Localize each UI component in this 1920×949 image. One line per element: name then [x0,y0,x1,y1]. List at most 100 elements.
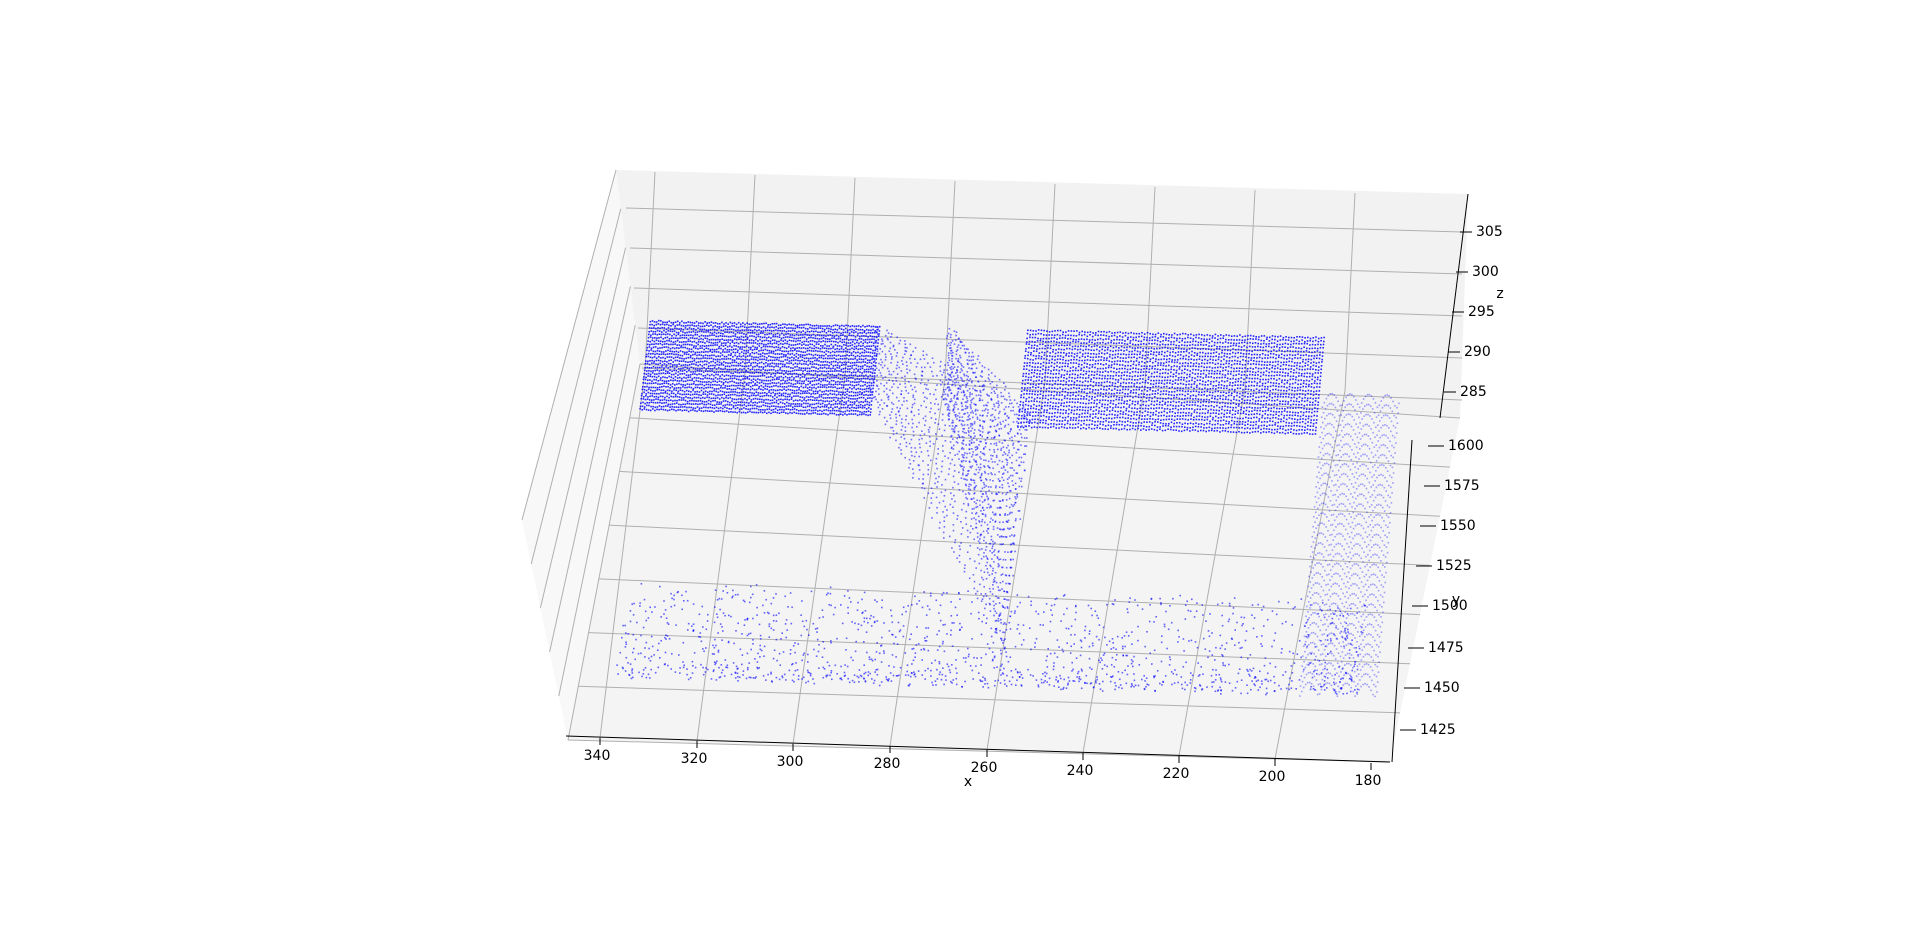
data-point [1263,400,1265,402]
data-point [785,392,787,395]
data-point [1051,416,1053,418]
data-point [1304,422,1307,425]
data-point [1145,429,1147,431]
data-point [1314,429,1317,432]
data-point [687,393,690,395]
data-point [1245,413,1247,415]
data-point [697,324,700,327]
data-point [1031,418,1034,421]
data-point [1228,416,1231,418]
data-point [780,398,782,401]
data-point [703,403,705,406]
data-point [1295,376,1297,378]
data-point [1239,392,1241,395]
data-point [769,395,772,397]
data-point [823,334,825,337]
data-point [729,326,731,328]
data-point [1286,382,1288,384]
data-point [1231,416,1233,419]
data-point [855,367,857,370]
data-point [758,366,760,368]
data-point [1081,384,1084,387]
data-point [874,331,876,334]
data-point [1139,404,1142,407]
data-point [691,393,694,396]
data-point [1261,382,1264,385]
data-point [652,382,655,384]
data-point [646,404,648,407]
data-point [766,385,769,388]
data-point [868,384,870,387]
data-point [1150,379,1152,382]
data-point [847,324,849,327]
data-point [669,347,672,350]
data-point [1063,377,1065,379]
data-point [699,347,701,350]
data-point [1187,390,1189,392]
data-point [876,328,879,331]
data-point [859,371,861,373]
data-point [795,375,797,378]
data-point [1185,412,1187,414]
data-point [703,381,706,383]
data-point [1060,374,1063,376]
data-point [1157,385,1160,388]
data-point [838,331,840,334]
data-point [832,386,834,389]
data-point [1303,405,1306,407]
data-point [1098,377,1101,380]
data-point [1301,421,1304,423]
data-point [1040,415,1042,417]
data-point [1103,385,1105,388]
data-point [862,365,864,367]
data-point [678,399,680,401]
data-point [734,375,736,377]
data-point [1060,376,1063,378]
data-point [821,354,823,357]
data-point [764,348,767,351]
data-point [1062,384,1065,386]
data-point [696,331,699,333]
data-point [1114,378,1117,381]
data-point [1111,389,1113,391]
data-point [1060,426,1063,428]
data-point [705,387,707,389]
data-point [1143,421,1145,423]
data-point [1062,388,1064,390]
data-point [865,351,868,353]
data-point [1118,396,1121,399]
data-point [690,371,692,373]
data-point [740,323,742,326]
data-point [745,350,748,352]
data-point [762,332,764,334]
data-point [847,342,850,344]
data-point [876,345,879,348]
data-point [739,325,742,328]
data-point [1043,386,1045,389]
data-point [670,356,673,358]
data-point [737,346,740,348]
data-point [1042,419,1045,421]
data-point [735,364,737,367]
data-point [681,320,683,323]
data-point [1167,372,1169,375]
data-point [849,404,851,406]
data-point [1067,415,1069,418]
data-point [716,326,719,328]
data-point [1232,374,1235,377]
data-point [745,365,748,368]
data-point [857,406,860,409]
data-point [855,331,857,333]
data-point [1110,395,1112,398]
data-point [1281,375,1284,377]
data-point [1294,414,1296,416]
data-point [659,401,661,404]
data-point [720,385,722,387]
data-point [1042,414,1045,417]
data-point [759,379,761,381]
data-point [841,362,843,364]
data-point [1219,402,1221,404]
data-point [703,331,705,333]
data-point [1105,417,1108,420]
data-point [1191,404,1194,406]
